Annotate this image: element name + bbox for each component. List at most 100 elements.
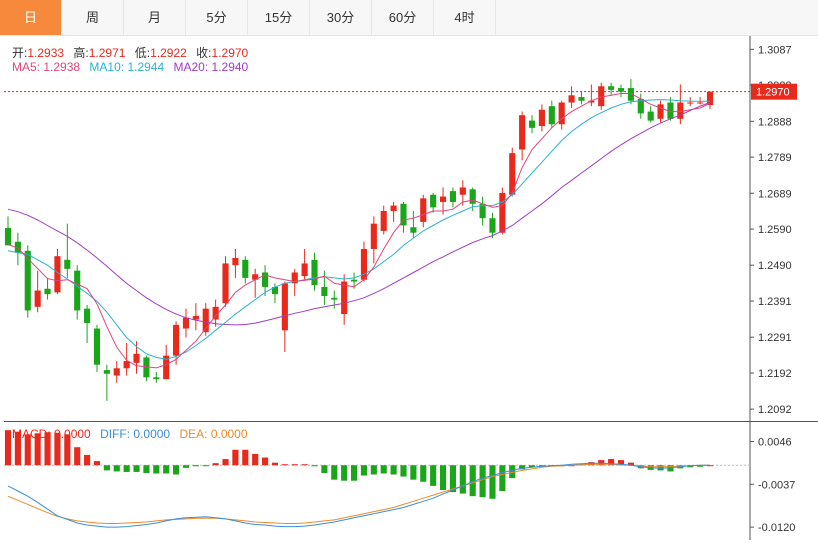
macd-bar: [153, 465, 160, 474]
macd-bar: [400, 465, 407, 477]
candle-body: [173, 324, 180, 356]
y-tick-label: 1.2888: [758, 116, 792, 128]
macd-bar: [430, 465, 437, 486]
candle-body: [182, 317, 190, 329]
candle-body: [538, 109, 545, 127]
macd-bar: [212, 463, 219, 466]
macd-bar: [627, 462, 634, 466]
tab-3[interactable]: 5分: [186, 0, 248, 35]
candle-body: [222, 263, 229, 304]
macd-bar: [667, 465, 674, 472]
candle-body: [331, 297, 338, 300]
macd-bar: [706, 465, 714, 467]
tab-7[interactable]: 4时: [434, 0, 496, 35]
macd-bar: [350, 465, 358, 481]
candle-body: [34, 290, 41, 307]
macd-bar: [449, 465, 456, 493]
ma20-value: 1.2940: [211, 60, 249, 74]
candle-body: [706, 91, 714, 106]
candle-body: [262, 272, 269, 287]
close-label: 收:: [196, 46, 212, 60]
candle-body: [617, 88, 625, 92]
macd-bar: [360, 465, 368, 476]
y-tick-label: 1.2490: [758, 260, 792, 272]
period-tabs: 日周月 5分 15分 30分 60分 4时: [0, 0, 818, 36]
ma5-line: [7, 93, 711, 369]
tab-6[interactable]: 60分: [372, 0, 434, 35]
tab-4[interactable]: 15分: [248, 0, 310, 35]
candle-body: [588, 100, 595, 103]
candle-body: [341, 281, 348, 315]
dea-line: [7, 463, 710, 524]
candle-body: [568, 95, 575, 103]
macd-bar: [64, 434, 71, 466]
macd-bar: [93, 461, 101, 466]
candle-body: [93, 328, 101, 365]
candle-body: [677, 102, 684, 119]
macd-bar: [499, 465, 506, 492]
diff-line: [7, 462, 710, 528]
open-value: 1.2933: [27, 46, 65, 60]
macd-bar: [281, 464, 288, 466]
macd-y-tick-label: 0.0046: [758, 437, 792, 449]
candle-body: [687, 102, 694, 104]
tab-2[interactable]: 月: [124, 0, 186, 35]
ma10-value: 1.2944: [127, 60, 165, 74]
macd-bar: [380, 465, 387, 474]
macd-bar: [311, 465, 318, 467]
candle-body: [103, 370, 110, 374]
ma20-line: [7, 102, 711, 326]
candle-body: [311, 259, 318, 286]
macd-bar: [489, 465, 496, 499]
candle-body: [143, 357, 150, 378]
macd-bar: [479, 465, 486, 498]
macd-bar: [617, 460, 625, 466]
macd-bar: [113, 465, 120, 472]
macd-value: 0.0000: [54, 427, 91, 441]
tab-1[interactable]: 周: [62, 0, 124, 35]
candle-body: [479, 203, 486, 219]
candle-body: [64, 259, 71, 269]
candle-body: [212, 306, 219, 320]
macd-bar: [232, 449, 239, 466]
candle-body: [54, 256, 61, 293]
candle-body: [410, 227, 417, 233]
candle-body: [271, 286, 279, 295]
macd-bar: [321, 465, 328, 473]
macd-y-tick-label: -0.0120: [758, 522, 795, 534]
tab-0[interactable]: 日: [0, 0, 62, 35]
candle-body: [163, 355, 170, 380]
candle-body: [242, 259, 249, 278]
macd-bar: [608, 459, 615, 466]
macd-bar: [420, 465, 427, 482]
macd-bar: [528, 465, 536, 468]
macd-bar: [4, 430, 12, 466]
y-tick-label: 1.2689: [758, 188, 792, 200]
tab-5[interactable]: 30分: [310, 0, 372, 35]
candle-body: [252, 274, 259, 280]
candle-body: [598, 86, 605, 107]
macd-bar: [182, 465, 190, 468]
macd-bar: [459, 465, 466, 494]
candle-body: [232, 258, 239, 266]
candle-body: [499, 192, 506, 233]
macd-bar: [202, 465, 209, 467]
y-tick-label: 1.2291: [758, 332, 792, 344]
candle-body: [14, 241, 21, 253]
macd-bar: [24, 434, 31, 466]
ma10-label: MA10:: [89, 60, 125, 74]
macd-bar: [103, 465, 110, 471]
high-value: 1.2971: [88, 46, 126, 60]
candle-body: [192, 315, 199, 320]
candle-body: [420, 198, 427, 222]
macd-bar: [123, 465, 130, 472]
candle-body: [439, 196, 447, 202]
diff-label: DIFF:: [100, 427, 131, 441]
macd-bar: [410, 465, 417, 480]
candle-body: [74, 270, 81, 311]
candle-body: [380, 211, 387, 231]
close-value: 1.2970: [211, 46, 249, 60]
macd-bar: [331, 465, 338, 480]
